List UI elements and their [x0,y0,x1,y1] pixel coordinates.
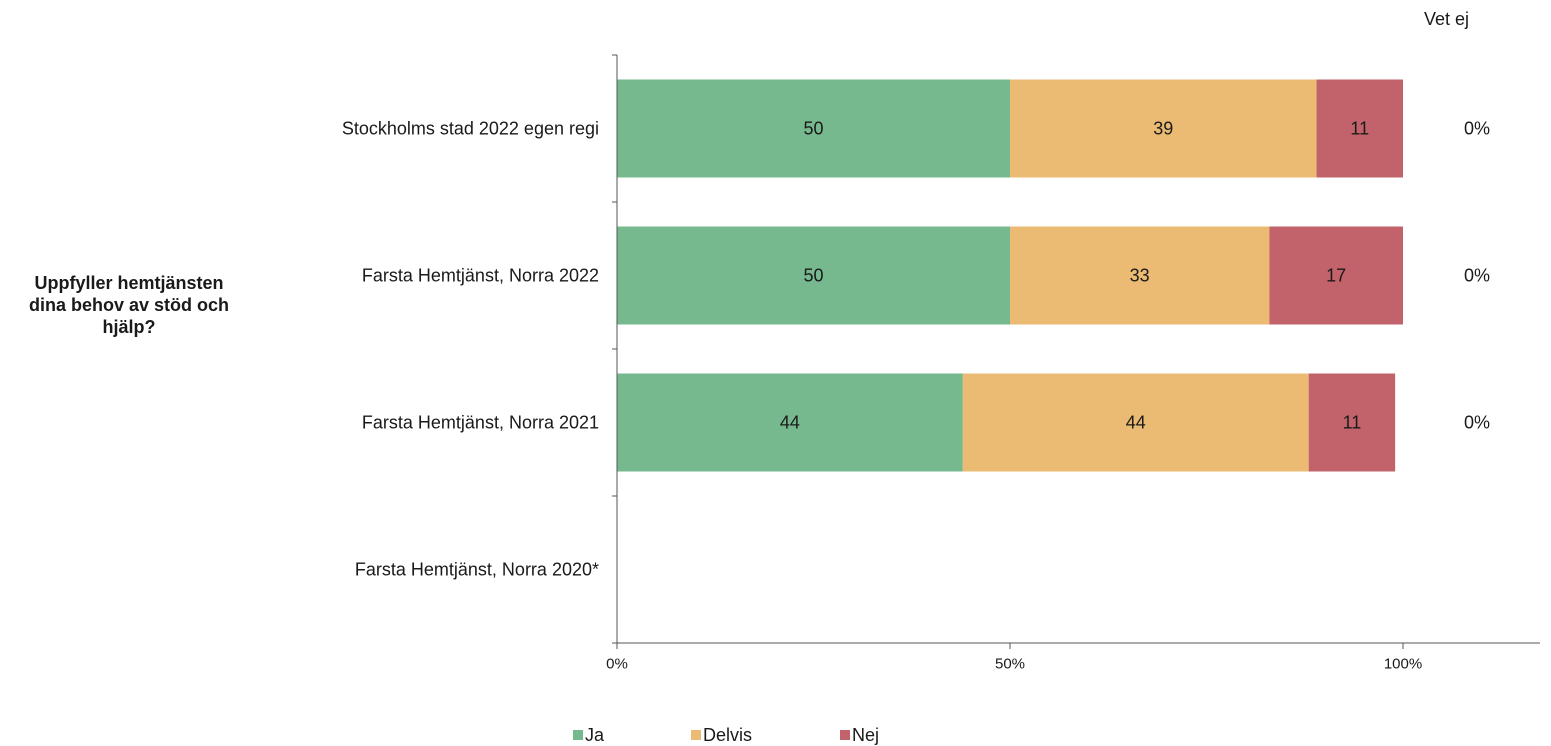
bar-ja-2 [617,373,963,472]
bar-nej-2 [1308,373,1396,472]
bar-value-label: 50 [803,119,823,139]
bar-nej-0 [1316,79,1403,178]
vet-ej-header: Vet ej [1424,9,1470,29]
bar-value-label: 11 [1343,413,1362,433]
category-label: Farsta Hemtjänst, Norra 2020* [355,560,599,580]
category-label: Farsta Hemtjänst, Norra 2021 [362,413,599,433]
bar-value-label: 50 [803,266,823,286]
bar-value-label: 11 [1350,119,1369,139]
legend-label-ja: Ja [585,725,605,745]
category-label: Farsta Hemtjänst, Norra 2022 [362,266,599,286]
bar-value-label: 33 [1130,266,1150,286]
bar-delvis-2 [962,373,1309,472]
vet-ej-value: 0% [1464,413,1490,433]
x-tick-label: 50% [995,656,1025,673]
legend-swatch-ja [573,730,583,740]
bar-ja-0 [617,79,1010,178]
question-label: Uppfyller hemtjänsten dina behov av stöd… [28,273,230,337]
legend-label-delvis: Delvis [703,725,752,745]
bar-nej-1 [1269,226,1403,325]
x-tick-label: 100% [1384,656,1422,673]
category-label: Stockholms stad 2022 egen regi [342,119,599,139]
bar-value-label: 17 [1326,266,1346,286]
legend-label-nej: Nej [852,725,879,745]
bar-value-label: 39 [1153,119,1173,139]
bar-ja-1 [617,226,1010,325]
bar-delvis-0 [1010,79,1317,178]
vet-ej-value: 0% [1464,119,1490,139]
bar-value-label: 44 [1126,413,1146,433]
x-tick-label: 0% [606,656,628,673]
bar-delvis-1 [1010,226,1270,325]
bar-value-label: 44 [780,413,800,433]
legend-swatch-delvis [691,730,701,740]
legend-swatch-nej [840,730,850,740]
vet-ej-value: 0% [1464,266,1490,286]
